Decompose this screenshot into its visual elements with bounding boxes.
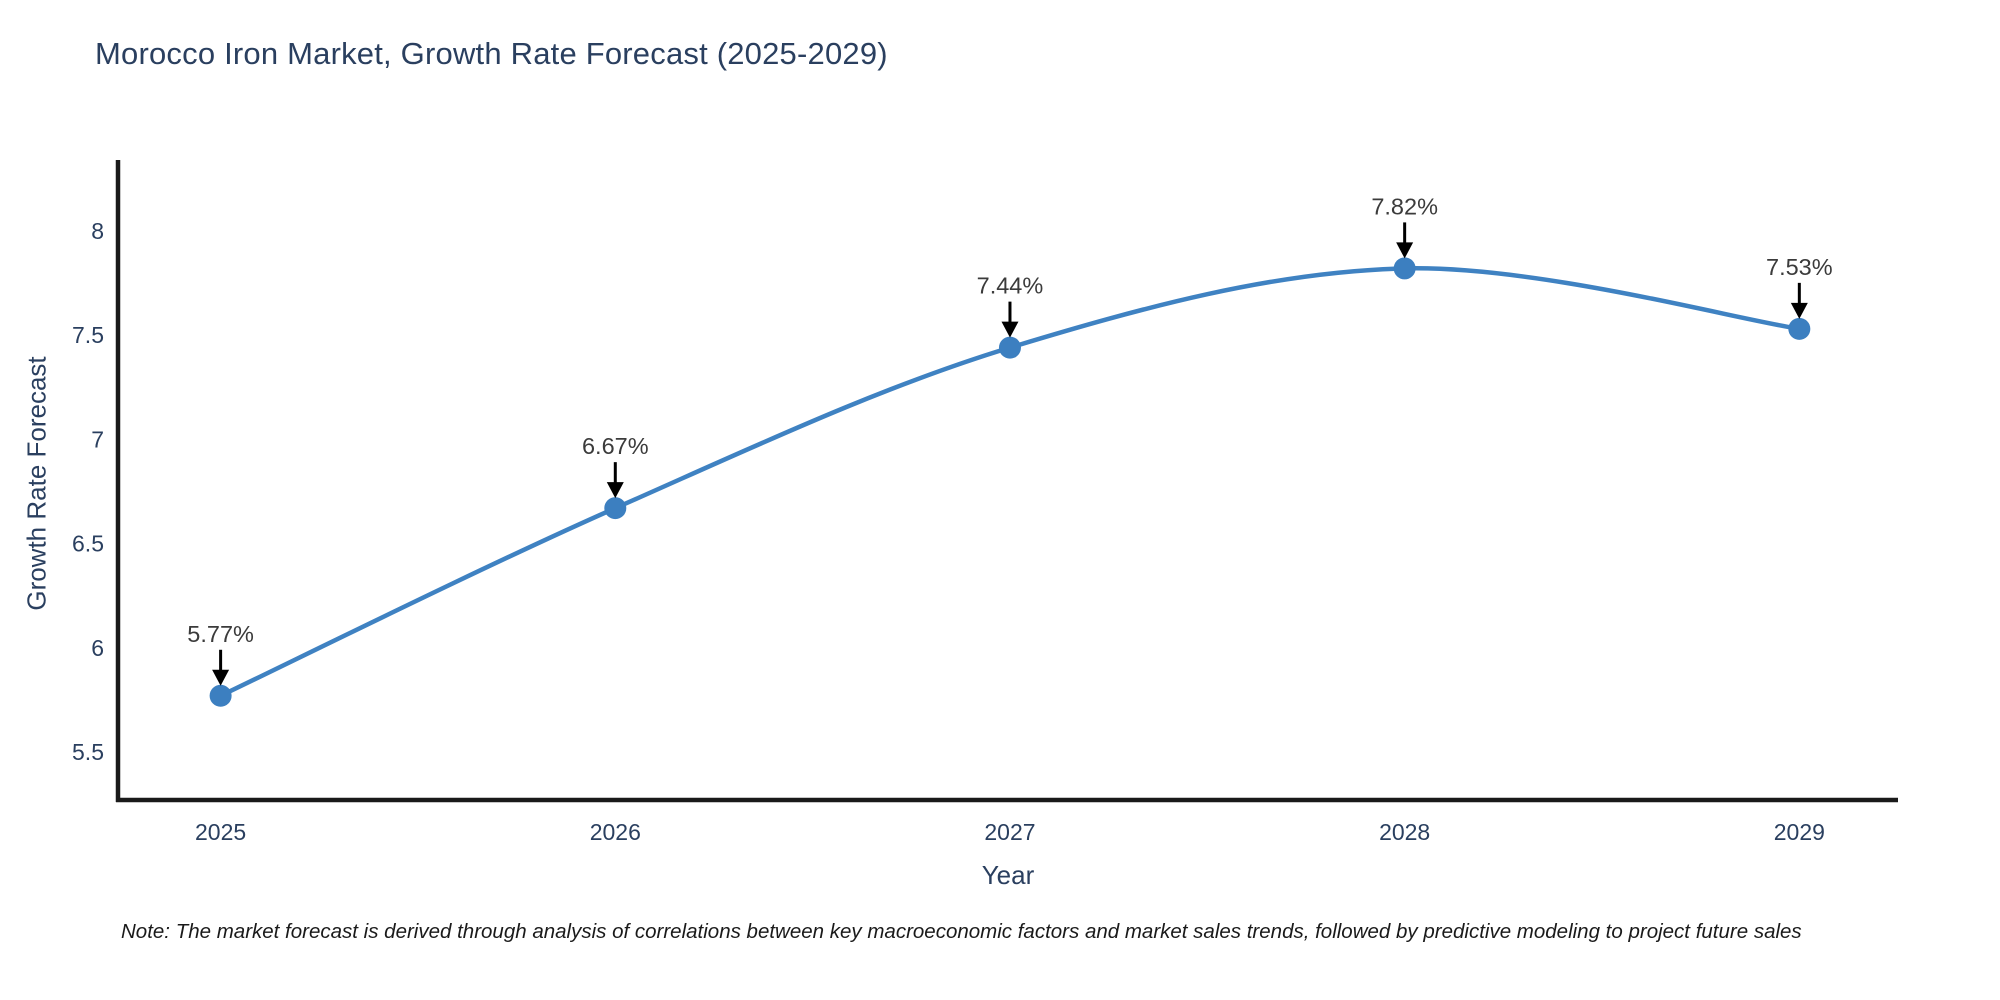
x-tick-label: 2028 xyxy=(1379,819,1430,845)
annotation-label: 6.67% xyxy=(582,433,649,459)
y-axis-title: Growth Rate Forecast xyxy=(21,356,52,611)
annotation-arrowhead-icon xyxy=(1396,242,1414,259)
annotation-arrowhead-icon xyxy=(212,669,230,686)
y-tick-label: 7.5 xyxy=(72,322,104,348)
data-point-marker[interactable] xyxy=(209,684,232,707)
x-tick-label: 2025 xyxy=(195,819,246,845)
x-tick-label: 2027 xyxy=(984,819,1035,845)
data-point-marker[interactable] xyxy=(1788,317,1811,340)
annotation-arrowhead-icon xyxy=(1790,302,1808,319)
annotation-arrowhead-icon xyxy=(606,482,624,499)
data-point-marker[interactable] xyxy=(604,497,627,520)
annotation-label: 7.44% xyxy=(977,273,1044,299)
chart-title: Morocco Iron Market, Growth Rate Forecas… xyxy=(95,36,888,71)
y-tick-label: 6.5 xyxy=(72,531,104,557)
annotation-label: 7.82% xyxy=(1371,193,1438,219)
x-tick-label: 2026 xyxy=(590,819,641,845)
y-tick-label: 7 xyxy=(91,426,104,452)
y-tick-label: 5.5 xyxy=(72,739,104,765)
annotation-label: 5.77% xyxy=(187,621,254,647)
annotation-arrowhead-icon xyxy=(1001,321,1019,338)
chart-footnote: Note: The market forecast is derived thr… xyxy=(121,920,1802,943)
x-axis-title: Year xyxy=(981,860,1035,890)
x-tick-label: 2029 xyxy=(1774,819,1825,845)
data-point-marker[interactable] xyxy=(998,336,1021,359)
y-tick-label: 8 xyxy=(91,218,104,244)
data-point-marker[interactable] xyxy=(1393,257,1416,280)
y-tick-label: 6 xyxy=(91,635,104,661)
annotation-label: 7.53% xyxy=(1766,254,1833,280)
